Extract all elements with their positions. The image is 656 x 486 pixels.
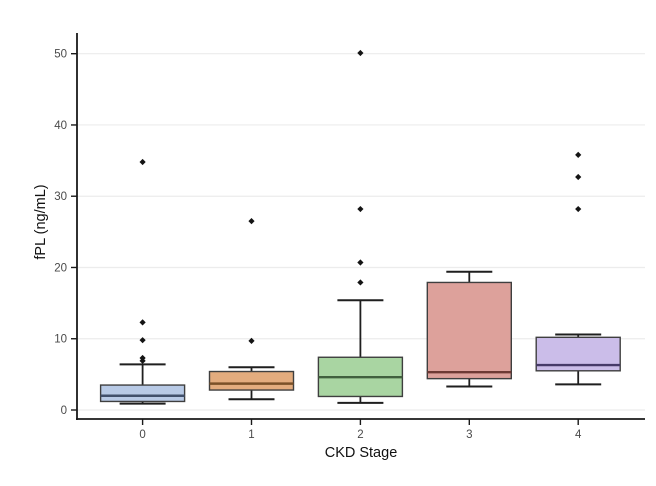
outlier-point-4 [575, 173, 582, 181]
x-tick-label-0: 0 [139, 429, 145, 441]
outlier-point-2 [357, 49, 364, 57]
y-tick-label-50: 50 [54, 49, 67, 61]
x-tick-label-1: 1 [248, 429, 254, 441]
outlier-point-1 [248, 218, 255, 225]
y-tick-label-40: 40 [54, 120, 67, 132]
outlier-point-1 [248, 337, 255, 344]
x-axis-title: CKD Stage [324, 445, 398, 461]
box-stage-1 [208, 370, 295, 391]
outlier-point-4 [575, 151, 582, 158]
outlier-point-2 [357, 279, 364, 286]
x-tick-label-2: 2 [357, 429, 363, 441]
y-tick-label-30: 30 [54, 191, 67, 203]
outlier-point-4 [575, 205, 582, 213]
outlier-point-0 [139, 337, 146, 344]
outlier-point-0 [139, 319, 146, 326]
x-tick-label-3: 3 [466, 429, 472, 441]
y-tick-label-10: 10 [54, 334, 67, 346]
outlier-point-2 [357, 205, 364, 213]
y-tick-label-0: 0 [61, 405, 67, 417]
y-axis-title: fPL (ng/mL) [33, 184, 49, 260]
box-stage-0 [99, 384, 186, 403]
outlier-point-0 [139, 354, 146, 362]
outlier-point-2 [357, 259, 364, 266]
box-stage-3 [426, 281, 512, 380]
outlier-point-0 [139, 158, 146, 166]
x-tick-label-4: 4 [575, 429, 582, 441]
y-tick-label-20: 20 [54, 262, 67, 274]
